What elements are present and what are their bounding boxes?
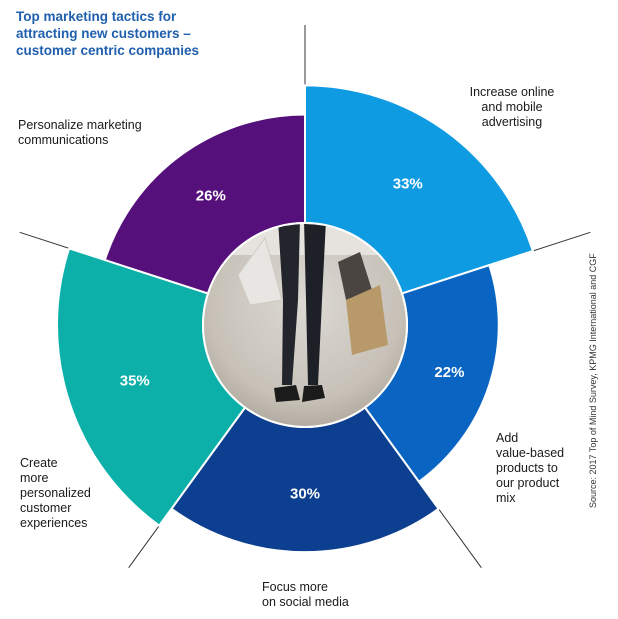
value-label: 33%	[393, 176, 423, 193]
category-label-personalized-experiences: Create more personalized customer experi…	[20, 456, 91, 531]
value-label: 30%	[290, 486, 320, 503]
label-line: Personalize marketing	[18, 118, 142, 132]
label-line: personalized	[20, 486, 91, 500]
label-line: on social media	[262, 595, 349, 609]
category-label-personalize-marketing: Personalize marketing communications	[18, 118, 142, 148]
chart-title: Top marketing tactics for attracting new…	[16, 8, 276, 59]
label-line: products to	[496, 461, 558, 475]
label-line: Create	[20, 456, 58, 470]
category-label-social-media: Focus more on social media	[262, 580, 349, 610]
label-line: Focus more	[262, 580, 328, 594]
label-line: communications	[18, 133, 109, 147]
label-line: experiences	[20, 516, 88, 530]
category-label-add-value: Add value-based products to our product …	[496, 431, 564, 506]
shoe-right	[302, 385, 325, 402]
segments: 33% 22% 30% 35% 26%	[56, 84, 535, 554]
shopping-bag-icon	[237, 236, 283, 306]
category-label-increase-online: Increase online and mobile advertising	[455, 85, 569, 130]
label-line: our product	[496, 476, 560, 490]
label-line: Increase online	[469, 85, 555, 99]
title-line: customer centric companies	[16, 43, 200, 58]
title-line: Top marketing tactics for	[16, 9, 177, 24]
paper-bag-icon	[346, 285, 388, 355]
leg-right	[304, 223, 326, 385]
label-line: advertising	[481, 115, 543, 129]
label-line: customer	[20, 501, 72, 515]
label-line: mix	[496, 491, 516, 505]
dark-bag-icon	[338, 252, 372, 300]
value-label: 22%	[434, 364, 464, 381]
label-line: and mobile	[481, 100, 543, 114]
value-label: 35%	[120, 372, 150, 389]
label-line: value-based	[496, 446, 565, 460]
shoe-left	[274, 385, 300, 402]
label-line: Add	[496, 431, 519, 445]
title-line: attracting new customers –	[16, 26, 191, 41]
leg-left	[278, 223, 300, 385]
source-note: Source: 2017 Top of Mind Survey, KPMG In…	[588, 253, 598, 508]
label-line: more	[20, 471, 49, 485]
value-label: 26%	[196, 187, 226, 204]
